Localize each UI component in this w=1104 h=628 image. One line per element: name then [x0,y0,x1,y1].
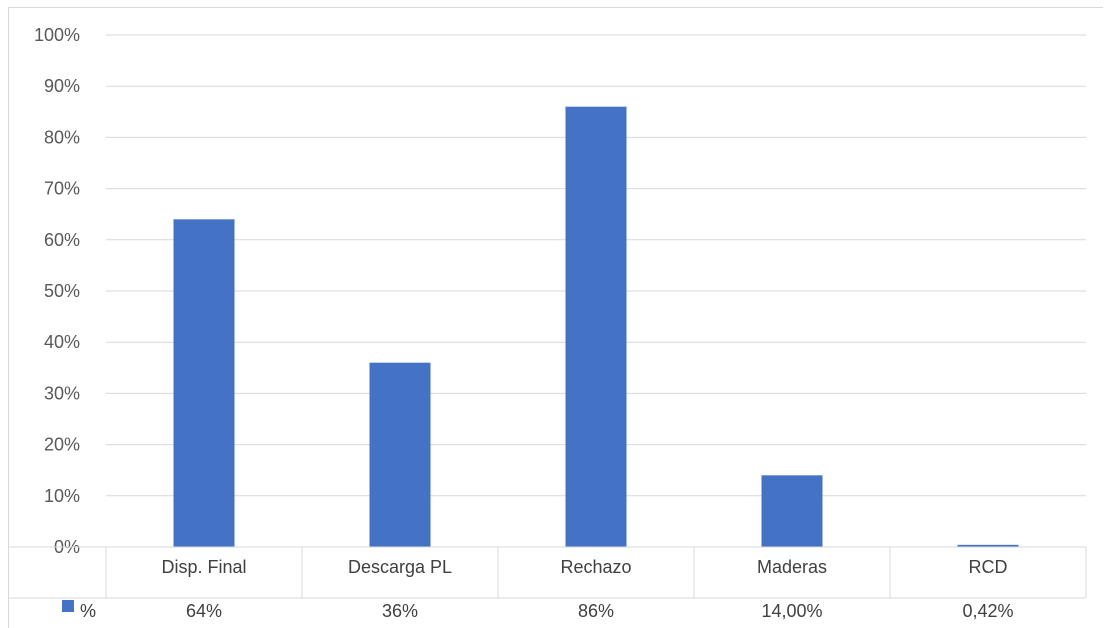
data-label: 14,00% [761,601,822,621]
y-tick-label: 60% [44,230,80,250]
legend-label: % [80,601,96,621]
data-label: 36% [382,601,418,621]
chart-frame [8,7,1103,628]
category-label: Disp. Final [161,557,246,577]
bar [173,219,235,547]
data-label: 86% [578,601,614,621]
y-tick-label: 20% [44,435,80,455]
bar [957,544,1019,547]
y-tick-label: 50% [44,281,80,301]
bar [369,362,431,547]
y-tick-label: 70% [44,179,80,199]
data-label: 0,42% [962,601,1013,621]
y-tick-label: 90% [44,76,80,96]
bar [761,475,823,547]
category-label: Rechazo [560,557,631,577]
y-axis-ticks: 0%10%20%30%40%50%60%70%80%90%100% [34,25,80,557]
category-label: RCD [969,557,1008,577]
y-tick-label: 100% [34,25,80,45]
data-label: 64% [186,601,222,621]
category-label: Descarga PL [348,557,452,577]
y-tick-label: 80% [44,127,80,147]
bar [565,106,627,548]
y-tick-label: 30% [44,383,80,403]
category-label: Maderas [757,557,827,577]
y-tick-label: 10% [44,486,80,506]
data-table: Disp. Final 64% Descarga PL 36% Rechazo 86% Ma… [8,546,1087,621]
y-tick-label: 40% [44,332,80,352]
legend-swatch [62,600,74,612]
bars [173,106,1019,548]
